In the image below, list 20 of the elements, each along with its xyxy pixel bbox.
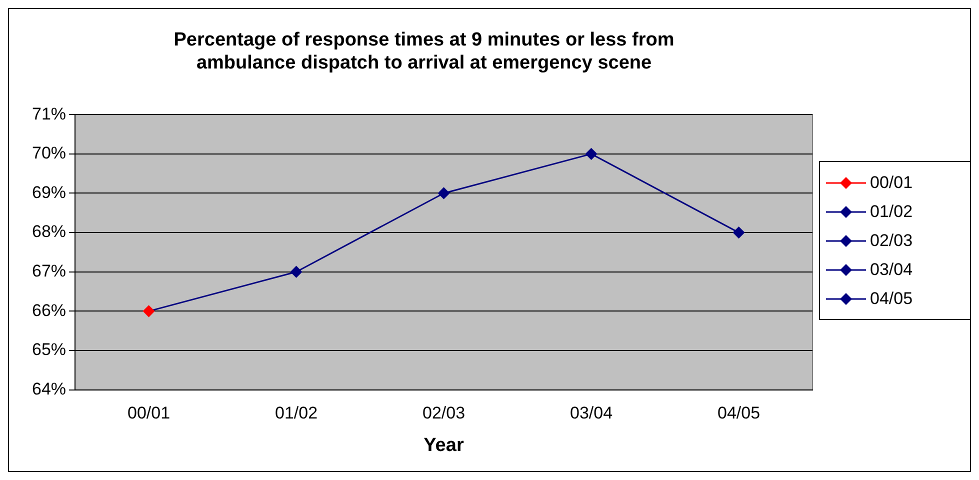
y-tick-label: 70% <box>32 144 66 163</box>
y-tick-label: 66% <box>32 300 66 320</box>
y-tick-label: 71% <box>32 104 66 124</box>
x-tick-label: 01/02 <box>274 404 318 423</box>
x-tick-label: 02/03 <box>422 404 466 423</box>
x-axis-title: Year <box>424 434 464 456</box>
y-tick-label: 68% <box>32 222 66 242</box>
category-label: 02/03 <box>870 230 913 250</box>
category-label: 00/01 <box>870 172 913 192</box>
category-label: 04/05 <box>870 288 913 308</box>
y-tick-label: 64% <box>32 379 66 398</box>
y-tick-label: 69% <box>32 182 66 202</box>
category-label: 03/04 <box>870 260 913 278</box>
chart-title: Percentage of response times at 9 minutes or less from ambulance dispatch to arrival at emergency scene <box>174 30 674 74</box>
x-tick-label: 00/01 <box>128 404 170 423</box>
y-tick-label: 67% <box>32 262 66 281</box>
x-tick-label: 04/05 <box>717 404 760 423</box>
category-label: 01/02 <box>870 202 913 220</box>
y-tick-label: 65% <box>32 340 66 360</box>
x-tick-label: 03/04 <box>570 404 613 423</box>
